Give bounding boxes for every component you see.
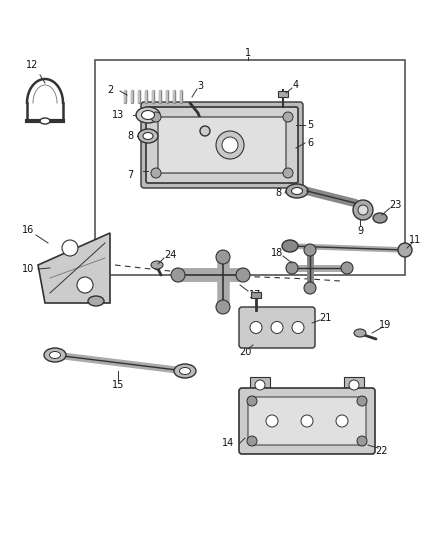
FancyBboxPatch shape [239,388,375,454]
Ellipse shape [292,188,303,195]
Text: 8: 8 [275,188,281,198]
Polygon shape [38,233,110,303]
Text: 12: 12 [26,60,38,70]
Text: 7: 7 [127,170,133,180]
Text: 10: 10 [22,264,34,274]
Text: 15: 15 [112,380,124,390]
Ellipse shape [174,364,196,378]
Text: 22: 22 [376,446,388,456]
Text: 18: 18 [271,248,283,258]
Text: 14: 14 [222,438,234,448]
Ellipse shape [49,351,60,359]
Ellipse shape [282,240,298,252]
Ellipse shape [40,118,50,124]
Text: 20: 20 [239,347,251,357]
Text: 6: 6 [307,138,313,148]
Ellipse shape [373,213,387,223]
FancyBboxPatch shape [141,102,303,188]
Circle shape [255,380,265,390]
Circle shape [357,436,367,446]
Circle shape [62,240,78,256]
Circle shape [358,205,368,215]
Circle shape [236,268,250,282]
Ellipse shape [354,329,366,337]
Circle shape [341,262,353,274]
FancyBboxPatch shape [248,397,366,445]
Ellipse shape [136,107,160,123]
Circle shape [271,321,283,334]
FancyBboxPatch shape [146,107,298,183]
Bar [251,292,261,298]
Text: 3: 3 [197,81,203,91]
Text: 1: 1 [245,48,251,58]
Circle shape [357,396,367,406]
Circle shape [151,168,161,178]
Text: 8: 8 [127,131,133,141]
Ellipse shape [88,296,104,306]
Circle shape [222,137,238,153]
Ellipse shape [138,129,158,143]
FancyBboxPatch shape [158,117,286,173]
Ellipse shape [143,133,153,140]
Ellipse shape [286,184,308,198]
Circle shape [77,277,93,293]
Bar [344,377,364,395]
Circle shape [353,200,373,220]
Circle shape [349,380,359,390]
Text: 5: 5 [307,120,313,130]
Circle shape [283,168,293,178]
Ellipse shape [180,367,191,375]
Text: 16: 16 [22,225,34,235]
FancyBboxPatch shape [239,307,315,348]
Circle shape [216,300,230,314]
Circle shape [266,415,278,427]
Circle shape [216,250,230,264]
Circle shape [304,244,316,256]
Ellipse shape [141,110,155,119]
Circle shape [336,415,348,427]
Text: 21: 21 [319,313,331,323]
Circle shape [283,112,293,122]
Text: 9: 9 [357,226,363,236]
Text: 17: 17 [249,290,261,300]
Circle shape [216,131,244,159]
Text: 2: 2 [107,85,113,95]
Bar [95,60,405,275]
Circle shape [304,282,316,294]
Text: 19: 19 [379,320,391,330]
Bar [278,91,288,97]
Circle shape [398,243,412,257]
Text: 4: 4 [293,80,299,90]
Circle shape [292,321,304,334]
Ellipse shape [151,261,163,269]
Circle shape [250,321,262,334]
Circle shape [247,436,257,446]
Circle shape [247,396,257,406]
Circle shape [301,415,313,427]
Text: 11: 11 [409,235,421,245]
Text: 23: 23 [389,200,401,210]
Text: 24: 24 [164,250,176,260]
Circle shape [171,268,185,282]
Text: 13: 13 [112,110,124,120]
Ellipse shape [44,348,66,362]
Bar [250,377,270,395]
Circle shape [200,126,210,136]
Circle shape [151,112,161,122]
Circle shape [286,262,298,274]
